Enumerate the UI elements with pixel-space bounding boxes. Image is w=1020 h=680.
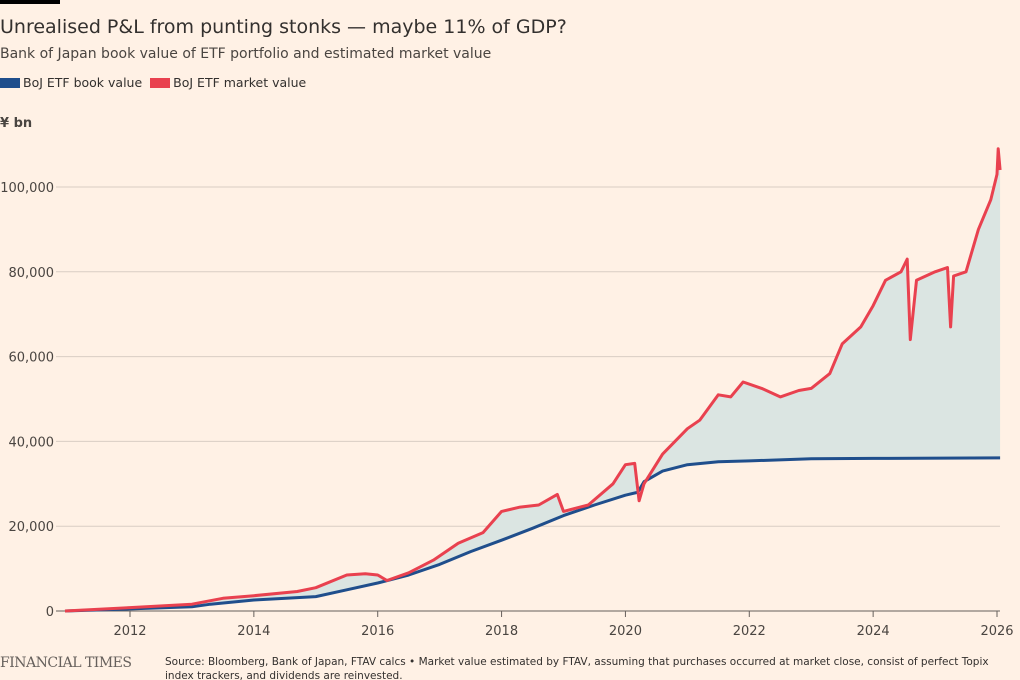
legend-item-market: BoJ ETF market value	[150, 75, 306, 90]
ft-logo: FINANCIAL TIMES	[0, 655, 132, 671]
x-tick-label: 2024	[857, 624, 890, 639]
legend-item-book: BoJ ETF book value	[0, 75, 142, 90]
unrealised-gain-area	[65, 148, 1001, 612]
legend: BoJ ETF book value BoJ ETF market value	[0, 75, 306, 90]
y-tick-label: 0	[46, 605, 54, 620]
ft-top-bar	[0, 0, 60, 4]
y-axis-unit: ¥ bn	[0, 116, 33, 131]
legend-label-market: BoJ ETF market value	[173, 75, 307, 90]
y-tick-label: 40,000	[9, 435, 55, 450]
y-tick-label: 20,000	[9, 520, 55, 535]
x-tick-label: 2018	[485, 624, 518, 639]
x-tick-label: 2012	[113, 624, 146, 639]
y-tick-label: 80,000	[9, 266, 55, 281]
series-line-market-value	[64, 147, 1002, 613]
x-tick-label: 2020	[609, 624, 642, 639]
x-tick-label: 2014	[237, 624, 270, 639]
source-note: Source: Bloomberg, Bank of Japan, FTAV c…	[165, 656, 989, 680]
y-tick-label: 100,000	[0, 181, 54, 196]
x-tick-label: 2016	[361, 624, 394, 639]
chart-subtitle: Bank of Japan book value of ETF portfoli…	[0, 46, 492, 62]
y-tick-label: 60,000	[9, 351, 55, 366]
chart-title: Unrealised P&L from punting stonks — may…	[0, 16, 567, 38]
legend-swatch-book	[0, 78, 20, 88]
series-line-book-value	[64, 456, 1001, 613]
x-tick-label: 2026	[980, 624, 1013, 639]
x-tick-label: 2022	[733, 624, 766, 639]
legend-label-book: BoJ ETF book value	[23, 75, 143, 90]
legend-swatch-market	[150, 78, 171, 88]
